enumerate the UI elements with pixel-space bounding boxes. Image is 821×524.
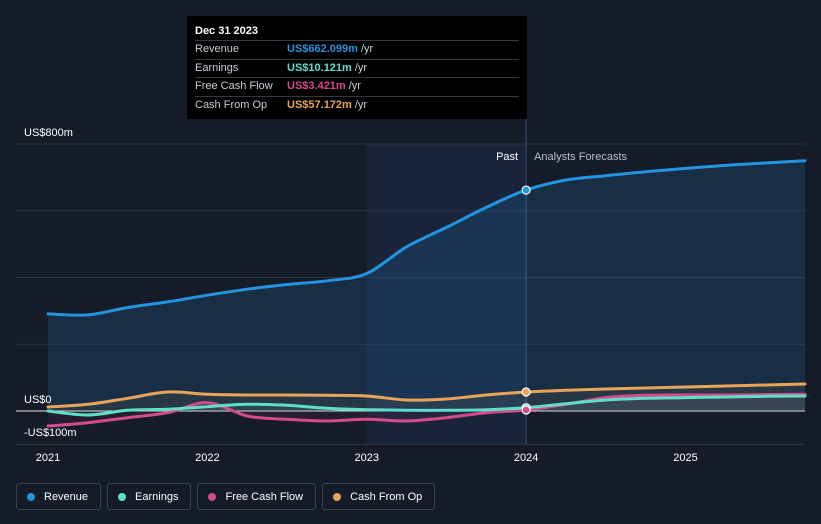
data-tooltip: Dec 31 2023 Revenue US$662.099m /yr Earn… (187, 16, 527, 119)
legend-item-free-cash-flow[interactable]: Free Cash Flow (197, 483, 317, 510)
chart-labels: US$800m US$0 -US$100m 2021 2022 2023 2024 2025 P… (24, 127, 698, 464)
cash-from-op-line (46, 382, 807, 409)
y-axis-label: -US$100m (24, 427, 77, 439)
legend-dot-icon (118, 492, 127, 501)
legend-label: Revenue (44, 490, 89, 503)
tooltip-row-unit: /yr (354, 61, 368, 74)
legend-dot-icon (27, 492, 35, 501)
y-axis-label: US$800m (24, 127, 73, 139)
tooltip-row-label: Free Cash Flow (195, 80, 273, 92)
chart-legend: Revenue Earnings Free Cash Flow Cash Fro… (16, 483, 436, 510)
tooltip-row-unit: /yr (360, 43, 374, 55)
grid-lines (16, 16, 805, 445)
free-cash-flow-area (48, 394, 805, 426)
tooltip-row-value: US$57.172m (287, 98, 352, 111)
x-tick-label: 2023 (354, 452, 378, 464)
legend-dot-icon (333, 492, 342, 501)
x-tick-label: 2024 (514, 452, 538, 464)
tooltip-row-value: US$662.099m (287, 43, 358, 55)
chart-markers (521, 185, 531, 415)
x-tick-label: 2021 (36, 452, 60, 464)
free-cash-flow-point (521, 405, 531, 415)
free-cash-flow-line (46, 392, 807, 428)
y-axis-label: US$0 (24, 394, 52, 406)
tooltip-row-value: US$3.421m (287, 80, 346, 92)
tooltip-date: Dec 31 2023 (195, 25, 258, 37)
tooltip-row-label: Earnings (195, 61, 239, 74)
x-tick-label: 2022 (195, 452, 219, 464)
past-label: Past (496, 151, 518, 163)
legend-item-earnings[interactable]: Earnings (107, 483, 192, 510)
x-tick-label: 2025 (673, 452, 697, 464)
forecast-label: Analysts Forecasts (534, 151, 627, 163)
cash-from-op-point (521, 387, 531, 397)
revenue-area (48, 160, 805, 411)
tooltip-row-label: Revenue (195, 43, 240, 55)
chart-lines (46, 159, 807, 428)
legend-item-cash-from-op[interactable]: Cash From Op (322, 483, 436, 510)
tooltip-row-unit: /yr (354, 98, 368, 111)
legend-label: Free Cash Flow (225, 490, 304, 503)
tooltip-row-value: US$10.121m (287, 61, 352, 74)
legend-label: Cash From Op (350, 490, 423, 503)
line-chart: US$800m US$0 -US$100m 2021 2022 2023 2024 2025 P… (16, 16, 807, 464)
legend-dot-icon (208, 492, 217, 501)
tooltip-row-revenue: Revenue US$662.099m /yr (195, 40, 519, 59)
legend-item-revenue[interactable]: Revenue (16, 483, 102, 510)
tooltip-row-cash-from-op: Cash From Op US$57.172m /yr (195, 95, 519, 115)
tooltip-row-label: Cash From Op (195, 98, 268, 111)
revenue-line (46, 159, 807, 317)
tooltip-row-earnings: Earnings US$10.121m /yr (195, 58, 519, 78)
revenue-point (521, 185, 531, 195)
earnings-line (46, 394, 807, 417)
tooltip-row-unit: /yr (348, 80, 361, 92)
tooltip-row-free-cash-flow: Free Cash Flow US$3.421m /yr (195, 77, 519, 96)
legend-label: Earnings (135, 490, 179, 503)
